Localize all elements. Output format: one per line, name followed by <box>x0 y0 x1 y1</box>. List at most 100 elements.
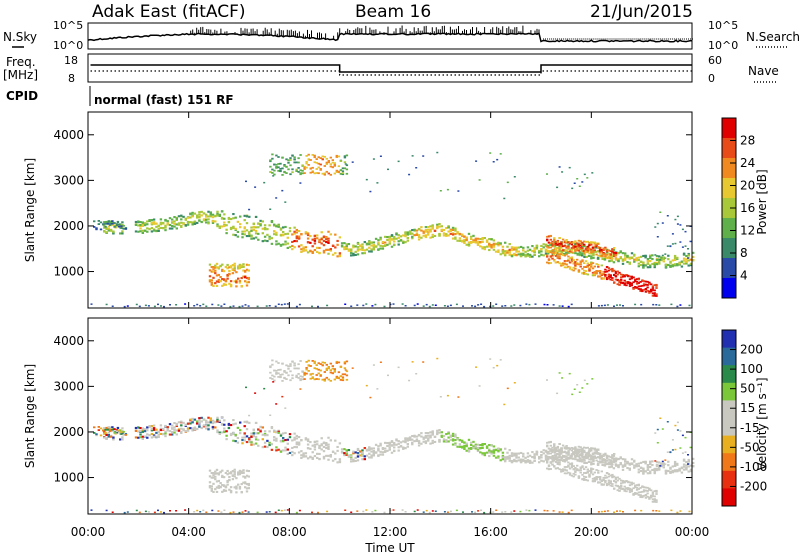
power-cell <box>584 248 588 251</box>
power-cell <box>107 225 110 228</box>
velocity-cell <box>431 432 434 435</box>
power-cells <box>90 151 695 308</box>
power-cell <box>265 305 268 307</box>
power-cell <box>588 248 591 250</box>
velocity-cell <box>687 454 689 456</box>
velocity-cell <box>597 469 600 472</box>
velocity-cell <box>692 461 695 464</box>
power-cell <box>492 161 495 163</box>
velocity-cell <box>359 450 362 453</box>
velocity-cell <box>681 452 684 454</box>
power-cell <box>479 241 482 244</box>
power-cell <box>397 240 400 243</box>
power-cell <box>632 276 635 279</box>
power-cell <box>240 285 243 288</box>
colorbar-segment <box>722 330 736 349</box>
power-cell <box>275 167 278 169</box>
velocity-cell <box>152 428 156 431</box>
power-cell <box>350 249 353 252</box>
power-cell <box>588 269 591 272</box>
power-cell <box>284 201 287 203</box>
power-cell <box>229 226 233 229</box>
power-cell <box>302 249 305 252</box>
power-cell <box>193 305 196 307</box>
velocity-cell <box>137 430 140 433</box>
power-cell <box>343 167 347 170</box>
power-cell <box>424 228 428 231</box>
velocity-cell <box>454 443 457 446</box>
velocity-cell <box>623 490 626 492</box>
velocity-cell <box>200 427 203 430</box>
power-cell <box>177 222 181 225</box>
velocity-cell <box>316 440 319 443</box>
velocity-cell <box>327 458 330 461</box>
velocity-cell <box>549 444 552 447</box>
power-cell <box>513 248 516 251</box>
power-cell <box>345 244 348 247</box>
power-cell <box>627 281 630 283</box>
velocity-cell <box>623 485 626 488</box>
velocity-cell <box>540 454 543 457</box>
velocity-cell <box>152 434 156 437</box>
beam-label: Beam 16 <box>355 2 431 22</box>
velocity-cell <box>648 487 651 490</box>
velocity-cell <box>331 459 335 462</box>
velocity-cell <box>208 475 212 478</box>
power-cell <box>556 255 559 258</box>
velocity-cell <box>522 455 525 458</box>
power-cell <box>458 232 462 235</box>
velocity-cell <box>291 450 294 453</box>
velocity-cell <box>600 456 603 458</box>
velocity-cell <box>634 509 637 512</box>
velocity-cell <box>586 455 589 458</box>
power-cell <box>269 159 272 162</box>
power-cell <box>586 240 589 243</box>
velocity-cell <box>660 462 663 465</box>
velocity-cell <box>311 511 313 514</box>
power-cell <box>295 235 298 238</box>
power-cell <box>510 253 514 256</box>
power-cell <box>535 245 539 248</box>
velocity-cell <box>571 393 574 396</box>
power-cell <box>237 277 240 280</box>
power-cell <box>171 227 174 230</box>
velocity-cell <box>261 433 264 436</box>
power-cell <box>544 252 548 255</box>
velocity-cell <box>336 449 339 452</box>
velocity-cell <box>313 378 316 381</box>
velocity-cell <box>549 461 552 464</box>
velocity-cell <box>289 363 292 365</box>
velocity-cell <box>563 472 567 475</box>
power-cell <box>218 214 221 217</box>
velocity-cell <box>397 449 400 452</box>
velocity-cell <box>182 429 185 432</box>
power-cell <box>634 280 637 283</box>
power-cell <box>205 305 208 307</box>
velocity-cell <box>618 485 621 488</box>
velocity-cell <box>676 421 679 424</box>
velocity-cell <box>424 442 428 445</box>
colorbar-segment <box>722 382 736 401</box>
power-cell <box>565 249 568 252</box>
velocity-cell <box>271 374 274 377</box>
velocity-cell <box>680 466 684 469</box>
power-cell <box>235 271 238 274</box>
velocity-cell <box>508 454 511 457</box>
velocity-cell <box>384 447 387 450</box>
velocity-cell <box>581 450 584 452</box>
velocity-cell <box>681 434 684 437</box>
power-cell <box>372 244 375 247</box>
power-cell <box>660 256 663 259</box>
power-cell <box>553 245 557 248</box>
velocity-cell <box>620 488 623 490</box>
power-cell <box>524 255 527 258</box>
velocity-cell <box>648 489 651 491</box>
power-cell <box>147 305 150 307</box>
power-cell <box>334 233 337 236</box>
velocity-cell <box>595 478 598 480</box>
velocity-cell <box>553 457 556 460</box>
power-cell <box>605 251 609 254</box>
velocity-cell <box>465 445 468 448</box>
velocity-cell <box>299 378 302 380</box>
velocity-cell <box>232 439 235 442</box>
